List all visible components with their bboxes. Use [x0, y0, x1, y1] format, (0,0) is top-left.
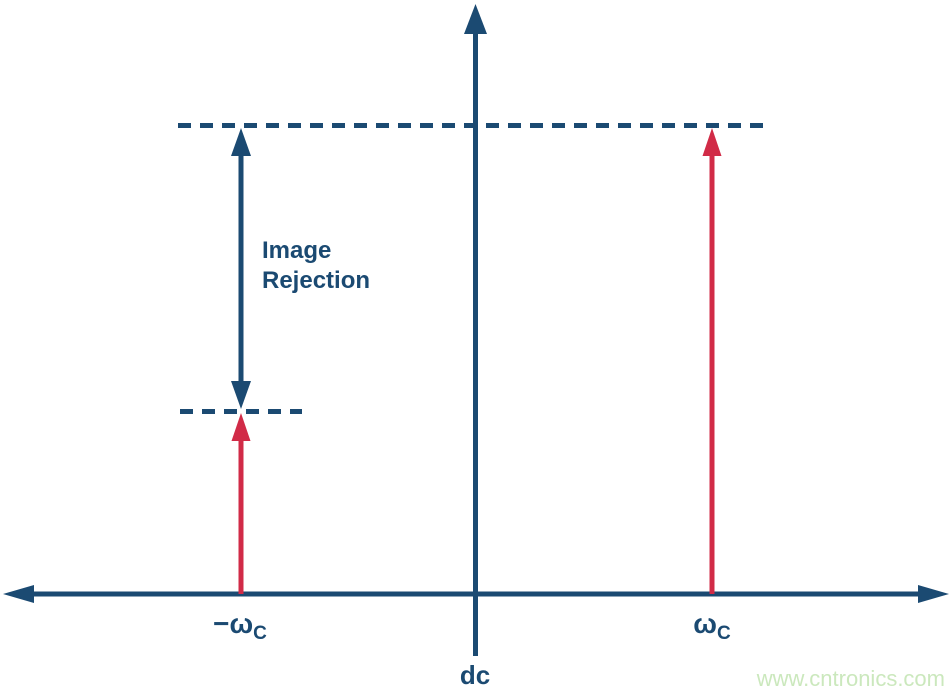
vertical-axis-arrowhead-icon: [464, 4, 487, 34]
horizontal-axis-left-arrowhead-icon: [3, 585, 34, 603]
neg-omega-label: −ωC: [210, 608, 270, 644]
dc-origin-label: dc: [459, 660, 491, 690]
horizontal-axis-right-arrowhead-icon: [918, 585, 949, 603]
omega-tone-arrowhead-icon: [702, 128, 722, 156]
omega-label-base: ω: [693, 608, 717, 639]
neg-omega-label-subscript: C: [253, 623, 267, 644]
watermark-text: www.cntronics.com: [756, 666, 945, 691]
neg-omega-label-base: −ω: [213, 608, 254, 639]
omega-label: ωC: [682, 608, 742, 644]
neg-omega-tone-arrowhead-icon: [231, 413, 251, 441]
image-rejection-label: Image Rejection: [262, 237, 371, 294]
omega-label-subscript: C: [716, 623, 731, 644]
image-rejection-arrow-down-head-icon: [231, 381, 251, 409]
image-rejection-arrow-up-head-icon: [231, 128, 251, 156]
